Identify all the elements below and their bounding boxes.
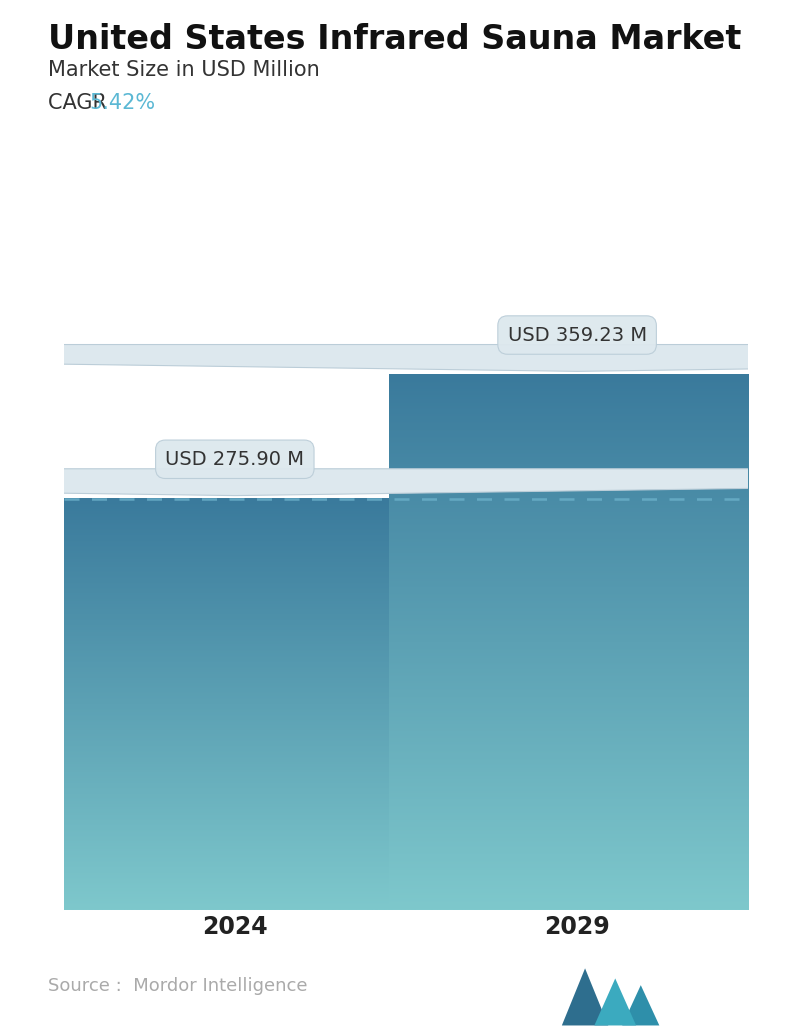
Text: USD 359.23 M: USD 359.23 M <box>508 326 646 344</box>
Polygon shape <box>562 968 608 1026</box>
Text: Market Size in USD Million: Market Size in USD Million <box>48 60 319 80</box>
Text: USD 275.90 M: USD 275.90 M <box>166 450 304 468</box>
Polygon shape <box>595 978 636 1026</box>
Polygon shape <box>622 985 659 1026</box>
Text: 5.42%: 5.42% <box>89 93 155 113</box>
Polygon shape <box>0 468 796 495</box>
Polygon shape <box>0 344 796 371</box>
Text: CAGR: CAGR <box>48 93 113 113</box>
Text: United States Infrared Sauna Market: United States Infrared Sauna Market <box>48 23 741 56</box>
Text: Source :  Mordor Intelligence: Source : Mordor Intelligence <box>48 977 307 995</box>
